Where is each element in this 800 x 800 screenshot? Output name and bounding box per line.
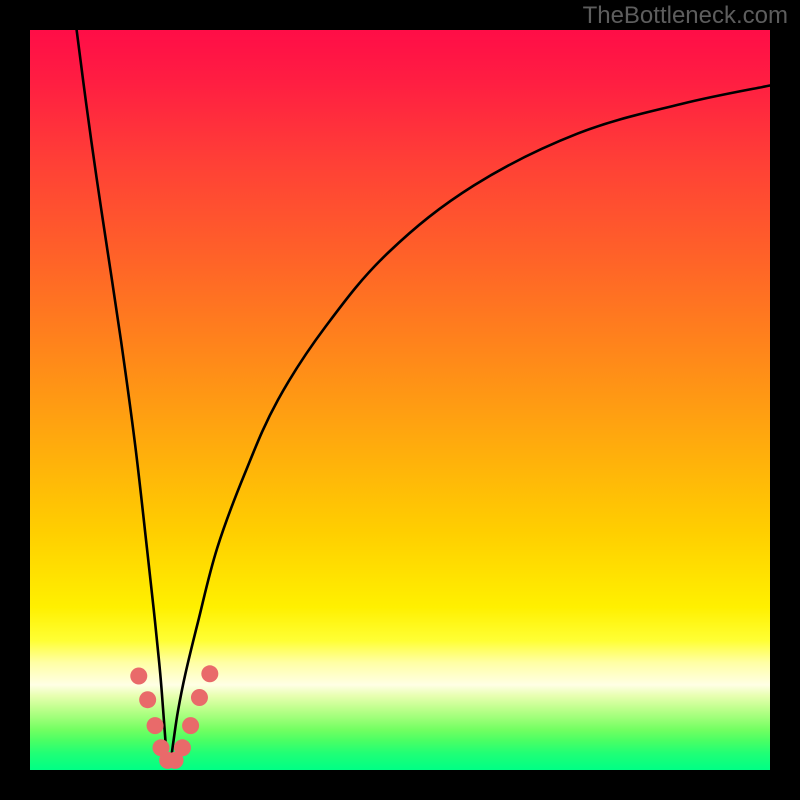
marker-dot — [174, 739, 191, 756]
marker-dot — [182, 717, 199, 734]
marker-dot — [139, 691, 156, 708]
watermark-text: TheBottleneck.com — [583, 2, 788, 30]
marker-dot — [130, 668, 147, 685]
plot-area — [30, 30, 770, 770]
marker-layer — [30, 30, 770, 770]
marker-dot — [201, 665, 218, 682]
chart-frame: TheBottleneck.com — [0, 0, 800, 800]
marker-dot — [147, 717, 164, 734]
marker-dot — [191, 689, 208, 706]
